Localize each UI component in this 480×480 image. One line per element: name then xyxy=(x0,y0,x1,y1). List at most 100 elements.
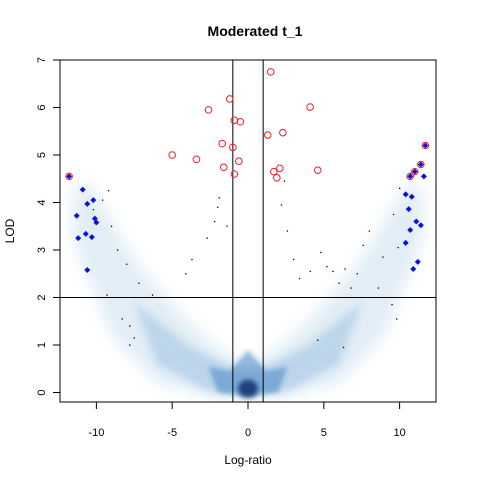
data-points xyxy=(65,68,430,349)
data-point xyxy=(101,199,104,201)
data-point xyxy=(413,218,420,225)
x-tick-label: 5 xyxy=(321,427,327,439)
y-tick-label: 2 xyxy=(36,294,48,300)
data-point xyxy=(402,191,409,198)
data-point xyxy=(88,234,95,241)
data-point xyxy=(230,116,239,125)
data-point xyxy=(283,180,286,182)
data-point xyxy=(75,235,82,242)
data-point xyxy=(306,103,314,111)
data-point xyxy=(73,212,80,219)
data-point xyxy=(185,273,187,275)
x-tick-label: -10 xyxy=(88,427,104,439)
y-tick-label: 1 xyxy=(36,342,48,348)
data-point xyxy=(410,167,419,176)
data-point xyxy=(117,249,119,251)
data-point xyxy=(410,266,417,272)
data-point xyxy=(402,239,409,246)
y-tick-label: 5 xyxy=(36,152,48,158)
data-point xyxy=(406,172,415,181)
x-axis: -10 -5 0 5 10 xyxy=(88,402,406,439)
data-point xyxy=(350,287,352,289)
data-point xyxy=(129,325,131,327)
data-point xyxy=(396,318,398,320)
data-point xyxy=(151,294,154,296)
data-point xyxy=(93,219,100,226)
y-axis: 0 1 2 3 4 5 6 7 xyxy=(36,57,60,396)
data-point xyxy=(218,197,220,199)
data-point xyxy=(320,251,322,254)
data-point xyxy=(226,95,234,103)
data-point xyxy=(407,227,414,234)
data-point xyxy=(411,168,418,175)
data-point xyxy=(82,230,89,237)
data-point xyxy=(332,270,334,273)
data-point xyxy=(391,304,393,306)
data-point xyxy=(397,247,399,249)
data-point xyxy=(204,106,213,114)
x-tick-label: 0 xyxy=(245,427,251,439)
data-point xyxy=(266,68,275,76)
data-point xyxy=(279,128,287,137)
data-point xyxy=(342,346,345,349)
data-point xyxy=(377,287,380,289)
data-point xyxy=(313,166,322,174)
data-point xyxy=(392,213,395,216)
data-point xyxy=(362,244,364,246)
data-point xyxy=(192,155,201,164)
data-point xyxy=(126,263,128,265)
data-point xyxy=(138,282,140,284)
data-point xyxy=(421,141,430,150)
data-point xyxy=(236,117,245,126)
data-point xyxy=(273,174,281,182)
data-point xyxy=(417,222,424,229)
y-axis-label: LOD xyxy=(3,218,17,243)
data-point xyxy=(382,256,384,258)
data-point xyxy=(408,193,415,200)
data-point xyxy=(344,268,346,270)
data-point xyxy=(235,157,243,165)
data-point xyxy=(92,209,95,211)
data-point xyxy=(107,190,110,192)
data-point xyxy=(405,206,412,213)
data-point xyxy=(276,164,284,173)
data-point xyxy=(110,225,113,227)
data-point xyxy=(219,163,228,172)
data-point xyxy=(286,230,289,232)
data-point xyxy=(90,197,97,204)
density-middle xyxy=(134,302,362,393)
y-tick-label: 3 xyxy=(36,247,48,253)
data-point xyxy=(218,139,227,148)
data-point xyxy=(269,167,278,176)
data-point xyxy=(309,270,311,273)
data-point xyxy=(129,344,131,346)
y-tick-label: 6 xyxy=(36,104,48,110)
data-point xyxy=(230,170,239,178)
data-point xyxy=(226,225,228,227)
data-point xyxy=(417,160,425,169)
chart-title: Moderated t_1 xyxy=(208,23,303,39)
data-point xyxy=(407,173,414,180)
data-point xyxy=(206,237,208,239)
data-point xyxy=(65,172,73,181)
data-point xyxy=(191,258,193,261)
data-point xyxy=(84,200,91,207)
data-point xyxy=(84,266,91,273)
data-point xyxy=(399,187,401,189)
data-point xyxy=(420,173,427,180)
density-core xyxy=(238,379,258,398)
data-point xyxy=(168,151,176,159)
density-inner xyxy=(208,349,288,398)
data-point xyxy=(106,294,108,296)
data-point xyxy=(422,142,429,149)
data-point xyxy=(229,143,237,152)
x-tick-label: 10 xyxy=(393,427,405,439)
y-tick-label: 7 xyxy=(36,57,48,63)
data-point xyxy=(66,173,73,180)
data-point xyxy=(292,258,295,261)
y-tick-label: 0 xyxy=(36,389,48,395)
data-point xyxy=(417,161,424,168)
data-point xyxy=(133,337,135,339)
data-point xyxy=(317,339,319,341)
